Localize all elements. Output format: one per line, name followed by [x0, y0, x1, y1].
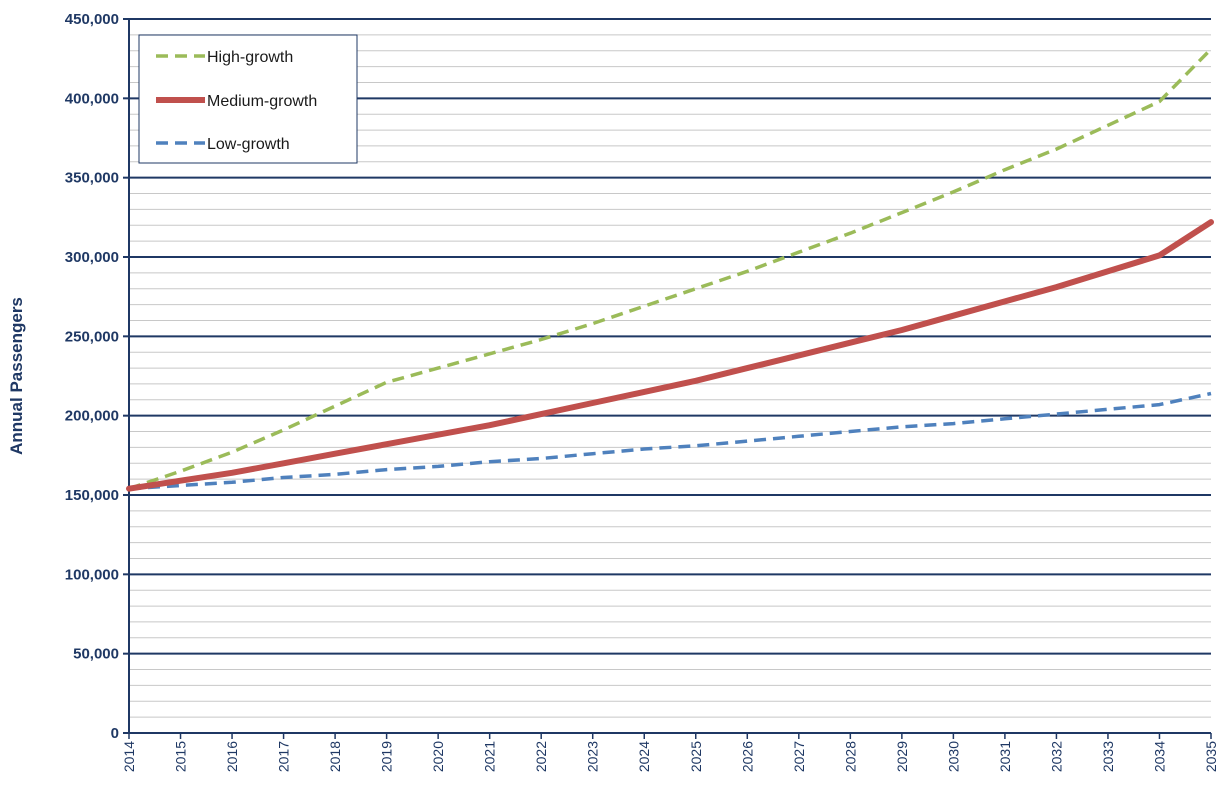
y-tick-label: 350,000: [65, 170, 119, 187]
major-gridlines: [129, 18, 1211, 655]
legend-label-high-growth: High-growth: [207, 49, 293, 66]
y-tick-label: 50,000: [73, 646, 119, 663]
y-tick-label: 100,000: [65, 566, 119, 583]
x-tick-label: 2014: [121, 741, 137, 772]
series-lines: [126, 47, 1214, 492]
x-tick-label: 2016: [224, 741, 240, 772]
y-tick-labels: 0 50,000 100,000 150,000 200,000 250,000 300,0…: [65, 11, 129, 742]
y-tick-label: 150,000: [65, 487, 119, 504]
x-tick-label: 2035: [1203, 741, 1219, 772]
y-tick-label: 450,000: [65, 11, 119, 28]
x-tick-label: 2017: [276, 741, 292, 772]
y-axis-label: Annual Passengers: [7, 297, 26, 455]
x-tick-label: 2028: [842, 741, 858, 772]
y-tick-label: 400,000: [65, 90, 119, 107]
x-tick-label: 2026: [739, 741, 755, 772]
x-tick-label: 2030: [945, 741, 961, 772]
legend: High-growth Medium-growth Low-growth: [138, 34, 358, 164]
x-tick-label: 2021: [482, 741, 498, 772]
x-tick-label: 2027: [791, 741, 807, 772]
y-tick-label: 250,000: [65, 328, 119, 345]
x-tick-label: 2032: [1048, 741, 1064, 772]
x-tick-label: 2019: [379, 741, 395, 772]
x-tick-label: 2031: [997, 741, 1013, 772]
x-tick-label: 2033: [1100, 741, 1116, 772]
x-tick-label: 2025: [688, 741, 704, 772]
series-line-high-growth: [128, 47, 1213, 491]
y-tick-label: 0: [111, 725, 119, 742]
x-tick-label: 2029: [894, 741, 910, 772]
x-tick-label: 2034: [1151, 741, 1167, 772]
legend-label-medium-growth: Medium-growth: [207, 93, 317, 110]
x-tick-label: 2015: [173, 741, 189, 772]
legend-label-low-growth: Low-growth: [207, 136, 290, 153]
x-tick-label: 2020: [430, 741, 446, 772]
x-tick-label: 2018: [327, 741, 343, 772]
y-tick-label: 300,000: [65, 249, 119, 266]
series-line-medium-growth: [126, 219, 1214, 492]
x-tick-label: 2023: [585, 741, 601, 772]
x-tick-label: 2024: [636, 741, 652, 772]
y-tick-label: 200,000: [65, 408, 119, 425]
axes: [128, 19, 1211, 734]
x-tick-label: 2022: [533, 741, 549, 772]
x-tick-labels: 2014 2015 2016 2017 2018 2019 2020 2021 2022 2023…: [121, 733, 1219, 772]
series-line-low-growth: [128, 391, 1212, 491]
